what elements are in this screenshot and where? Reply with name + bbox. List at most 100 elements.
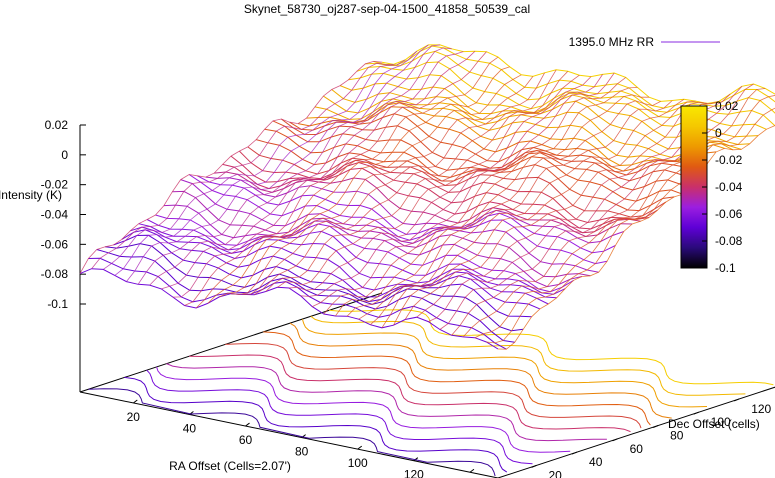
x-axis-line <box>79 391 499 478</box>
surface-column <box>265 71 569 292</box>
y-tick <box>652 425 659 428</box>
x-tick-label: 60 <box>239 433 253 447</box>
surface-column <box>323 77 627 315</box>
x-tick <box>469 468 475 473</box>
y-tick-label: 100 <box>711 415 731 429</box>
z-tick-label: -0.02 <box>41 178 69 192</box>
z-tick-label: -0.1 <box>47 297 68 311</box>
surface-column <box>91 62 394 269</box>
surface-column <box>300 74 603 297</box>
surface-column <box>137 44 441 285</box>
x-tick-label: 80 <box>295 445 309 459</box>
x-axis-label: RA Offset (Cells=2.07') <box>169 459 291 473</box>
surface-column <box>172 51 476 298</box>
colorbar-tick-label: -0.04 <box>715 180 743 194</box>
y-axis-line <box>497 386 775 478</box>
legend: 1395.0 MHz RR <box>569 35 720 49</box>
surface-column <box>486 107 775 344</box>
colorbar-tick-label: -0.08 <box>715 234 743 248</box>
surface-column <box>312 72 615 307</box>
y-tick-label: 20 <box>549 468 563 478</box>
y-tick-label: 80 <box>670 429 684 443</box>
y-tick-label: 40 <box>589 455 603 469</box>
surface-column <box>277 74 580 288</box>
x-tick <box>133 399 138 404</box>
y-axis-label: Dec Offset (cells) <box>668 417 760 431</box>
y-tick <box>612 438 618 442</box>
surface-column <box>497 125 775 350</box>
surface-column <box>393 100 696 326</box>
surface-column <box>207 66 510 304</box>
y-tick <box>734 398 740 402</box>
surface-column <box>230 76 534 295</box>
contour-projection <box>88 309 774 477</box>
surface-column <box>404 101 708 320</box>
surface-column <box>358 100 661 320</box>
colorbar-tick-label: 0.02 <box>715 99 739 113</box>
contour-line <box>88 388 496 477</box>
surface-row <box>88 257 507 350</box>
x-tick <box>413 457 419 462</box>
y-tick-label: 60 <box>630 442 644 456</box>
contour-line <box>124 376 508 473</box>
surface-column <box>102 59 406 270</box>
x-tick <box>245 422 250 427</box>
surface-row <box>256 139 675 212</box>
z-tick-label: 0 <box>61 148 68 162</box>
colorbar-tick-label: -0.02 <box>715 153 743 167</box>
surface-column <box>381 98 685 329</box>
x-tick <box>357 445 363 450</box>
colorbar-tick-label: -0.06 <box>715 207 743 221</box>
surface-row <box>289 113 708 176</box>
surface-column <box>428 93 731 322</box>
contour-line <box>166 363 607 442</box>
surface-column <box>114 50 418 276</box>
contour-line <box>289 322 672 419</box>
z-tick-label: -0.08 <box>41 267 69 281</box>
surface-column <box>79 60 383 274</box>
back-axis-line <box>79 292 383 393</box>
x-tick-label: 120 <box>404 468 424 478</box>
surface-column <box>416 101 719 318</box>
contour-line <box>156 366 571 453</box>
contour-line <box>146 369 533 465</box>
y-tick <box>571 451 578 455</box>
surface-column <box>242 72 545 295</box>
surface-column <box>149 47 452 286</box>
surface-column <box>195 56 499 309</box>
y-tick <box>531 464 537 468</box>
x-tick-label: 40 <box>183 422 197 436</box>
y-tick <box>693 411 699 415</box>
surface-row <box>197 175 616 254</box>
contour-line <box>329 309 774 386</box>
z-tick-label: 0.02 <box>45 118 69 132</box>
axes: 20406080100120140204060801001201400.020-… <box>41 118 775 478</box>
z-tick-label: -0.04 <box>41 208 69 222</box>
surface-column <box>219 74 522 298</box>
surface-column <box>462 88 766 338</box>
z-axis-label: Intensity (K) <box>0 188 62 202</box>
chart-title: Skynet_58730_oj287-sep-04-1500_41858_505… <box>244 2 530 16</box>
contour-line <box>301 318 708 408</box>
surface-mesh <box>79 44 775 350</box>
z-tick-label: -0.06 <box>41 237 69 251</box>
surface-column <box>346 94 650 317</box>
surface-column <box>126 44 429 282</box>
colorbar-tick-label: -0.1 <box>715 261 736 275</box>
colorbar-tick-label: 0 <box>715 126 722 140</box>
contour-line <box>225 342 642 429</box>
colorbar: 0.02 0 -0.02 -0.04 -0.06 -0.08 -0.1 <box>680 99 743 275</box>
contour-line <box>263 331 651 426</box>
surface-column <box>474 95 775 339</box>
contour-line <box>310 315 746 396</box>
surface-column <box>184 51 487 306</box>
x-tick-label: 20 <box>127 410 141 424</box>
legend-label: 1395.0 MHz RR <box>569 35 655 49</box>
surface-column <box>288 76 592 291</box>
y-tick-label: 120 <box>751 402 771 416</box>
surface-column <box>253 69 557 296</box>
contour-line <box>189 354 631 433</box>
surface-row <box>188 174 608 265</box>
x-tick-label: 100 <box>348 456 368 470</box>
